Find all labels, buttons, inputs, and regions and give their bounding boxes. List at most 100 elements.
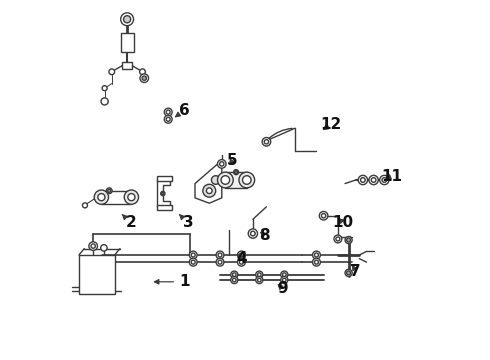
Circle shape (218, 260, 222, 264)
Circle shape (369, 175, 378, 185)
Bar (121, 33, 134, 53)
Circle shape (281, 271, 288, 278)
Polygon shape (195, 160, 222, 203)
Circle shape (206, 188, 212, 194)
Circle shape (140, 69, 146, 75)
Circle shape (142, 76, 147, 80)
Circle shape (94, 190, 109, 204)
Circle shape (91, 244, 96, 248)
Text: 2: 2 (122, 215, 136, 230)
Circle shape (220, 162, 224, 166)
Circle shape (264, 140, 269, 144)
Bar (225, 172, 247, 188)
Circle shape (166, 117, 170, 121)
Circle shape (239, 172, 255, 188)
Circle shape (238, 251, 245, 259)
Circle shape (256, 276, 263, 284)
Circle shape (336, 237, 340, 241)
Circle shape (382, 178, 387, 182)
Circle shape (346, 238, 350, 242)
Circle shape (238, 258, 245, 266)
Text: 8: 8 (259, 228, 270, 243)
Bar (122, 62, 132, 69)
Circle shape (361, 178, 365, 182)
Text: 10: 10 (333, 215, 354, 230)
Circle shape (346, 271, 350, 275)
Text: 6: 6 (175, 103, 190, 118)
Circle shape (164, 108, 172, 116)
Circle shape (262, 138, 270, 146)
Circle shape (102, 86, 107, 91)
Circle shape (243, 176, 251, 184)
Circle shape (106, 188, 112, 194)
Circle shape (358, 175, 368, 185)
Circle shape (161, 192, 165, 196)
Circle shape (164, 115, 172, 123)
Circle shape (108, 189, 111, 192)
Circle shape (98, 194, 105, 201)
Circle shape (109, 69, 115, 75)
Circle shape (121, 13, 134, 26)
Bar (79, 255, 115, 294)
Text: 11: 11 (381, 169, 402, 184)
Circle shape (258, 278, 261, 282)
Circle shape (218, 253, 222, 257)
Bar (157, 205, 172, 210)
Circle shape (218, 172, 233, 188)
Circle shape (313, 258, 320, 266)
Circle shape (235, 171, 238, 174)
Circle shape (89, 242, 98, 250)
Circle shape (250, 231, 255, 236)
Circle shape (281, 276, 288, 284)
Polygon shape (157, 180, 170, 207)
Circle shape (315, 260, 318, 264)
Text: 9: 9 (277, 282, 288, 296)
Circle shape (166, 110, 170, 114)
Circle shape (319, 211, 328, 220)
Circle shape (248, 229, 258, 238)
Circle shape (221, 176, 230, 184)
Bar (157, 176, 172, 181)
Circle shape (189, 251, 197, 259)
Circle shape (283, 278, 286, 282)
Circle shape (231, 276, 238, 284)
Circle shape (231, 271, 238, 278)
Circle shape (234, 170, 239, 175)
Text: 5: 5 (227, 153, 238, 168)
Circle shape (189, 258, 197, 266)
Circle shape (334, 235, 342, 243)
Circle shape (232, 278, 236, 282)
Circle shape (380, 175, 389, 185)
Circle shape (371, 178, 376, 182)
Bar (101, 191, 131, 203)
Circle shape (140, 74, 148, 82)
Circle shape (216, 258, 224, 266)
Text: 4: 4 (236, 251, 247, 266)
Circle shape (216, 251, 224, 259)
Circle shape (315, 253, 318, 257)
Circle shape (256, 271, 263, 278)
Text: 12: 12 (320, 117, 342, 132)
Circle shape (203, 184, 216, 197)
Circle shape (101, 98, 108, 105)
Circle shape (162, 192, 164, 195)
Circle shape (321, 213, 326, 218)
Circle shape (191, 253, 195, 257)
Circle shape (240, 260, 244, 264)
Text: 3: 3 (179, 215, 193, 230)
Circle shape (100, 245, 107, 251)
Text: 7: 7 (350, 264, 361, 279)
Circle shape (124, 190, 139, 204)
Circle shape (313, 251, 320, 259)
Circle shape (283, 273, 286, 276)
Circle shape (82, 203, 88, 208)
Circle shape (258, 273, 261, 276)
Circle shape (345, 237, 352, 244)
Circle shape (345, 269, 352, 276)
Circle shape (232, 273, 236, 276)
Circle shape (211, 176, 220, 184)
Circle shape (218, 159, 226, 168)
Circle shape (128, 194, 135, 201)
Circle shape (191, 260, 195, 264)
Circle shape (240, 253, 244, 257)
